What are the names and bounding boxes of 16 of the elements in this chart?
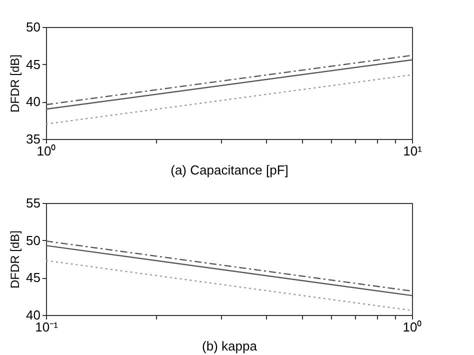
y-tick-label: 40 [26,308,40,322]
x-tick-label: 10⁻¹ [35,320,59,334]
y-axis-title: DFDR [dB] [8,230,22,289]
x-tick-label: 10⁰ [36,144,56,158]
x-tick-label: 10¹ [403,144,423,158]
y-tick-label: 45 [26,56,40,72]
y-tick-label: 45 [26,270,40,286]
y-tick-label: 50 [26,232,40,248]
y-tick-label: 35 [26,132,40,146]
x-axis-title: (b) kappa [202,338,258,354]
y-tick-label: 50 [26,20,40,34]
x-tick-label: 10⁰ [402,320,422,334]
y-tick-label: 40 [26,94,40,110]
x-axis-title: (a) Capacitance [pF] [170,162,288,178]
y-axis-title: DFDR [dB] [8,54,22,113]
y-tick-label: 55 [26,196,40,210]
